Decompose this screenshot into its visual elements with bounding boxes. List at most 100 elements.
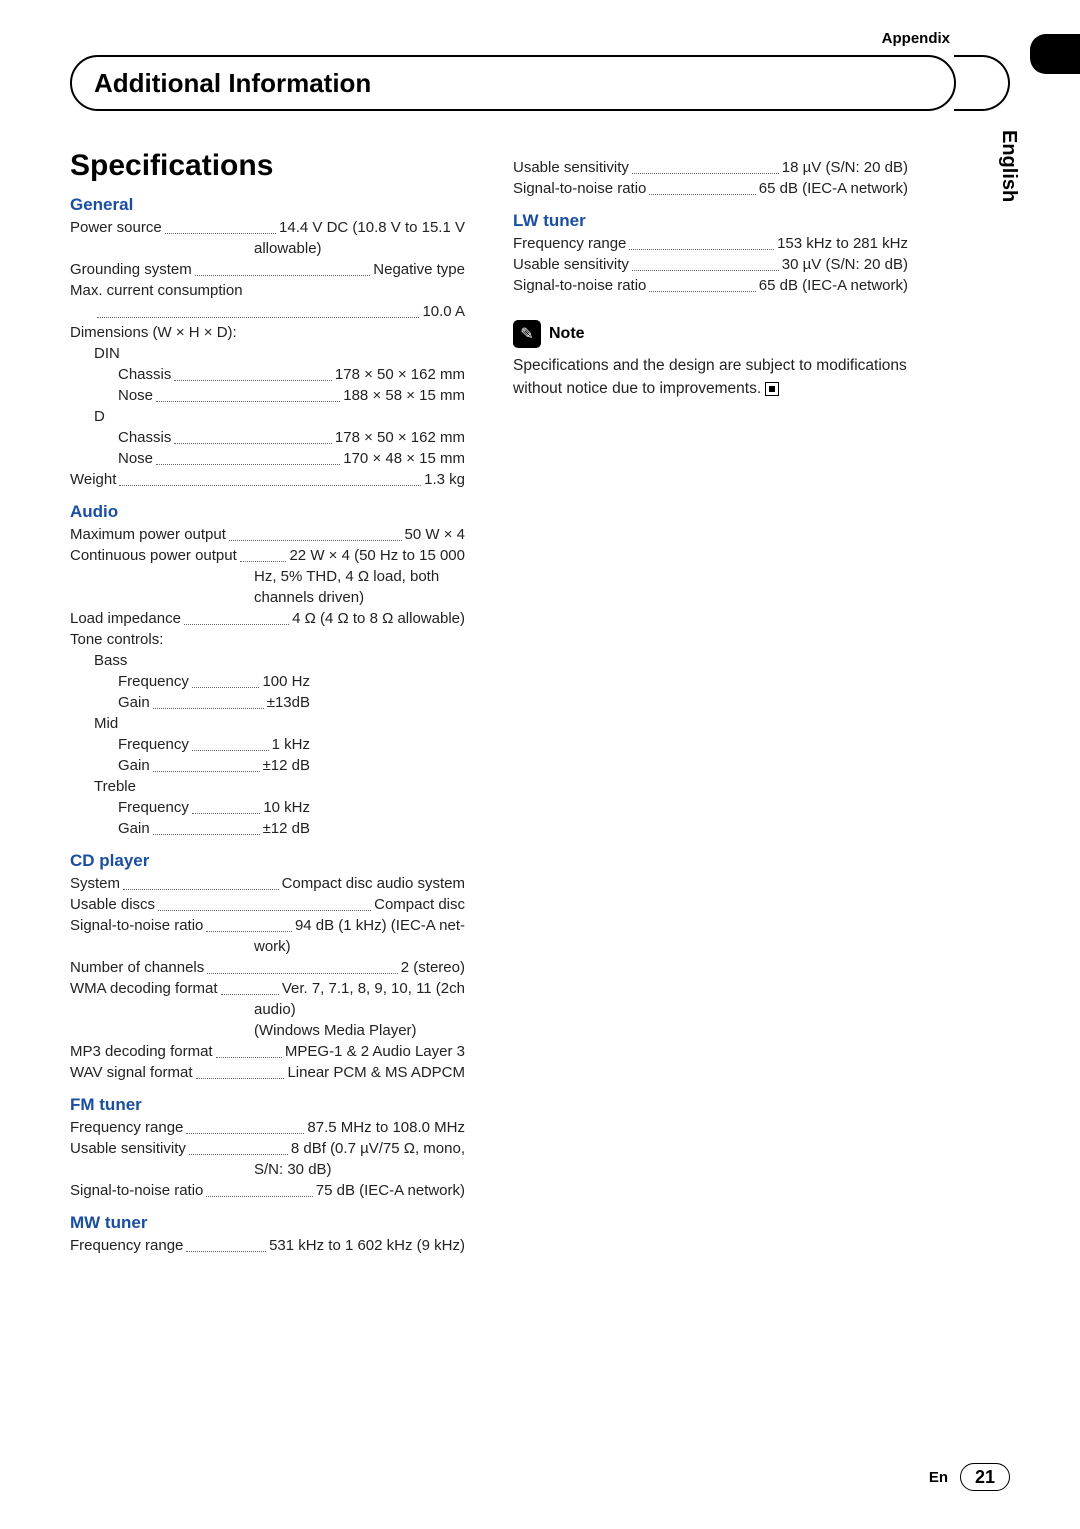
- spec-row: Power source14.4 V DC (10.8 V to 15.1 V: [70, 217, 465, 238]
- spec-value: Linear PCM & MS ADPCM: [287, 1062, 465, 1083]
- footer: En 21: [929, 1463, 1010, 1491]
- spec-label: Number of channels: [70, 957, 204, 978]
- spec-label: Signal-to-noise ratio: [513, 275, 646, 296]
- general-heading: General: [70, 195, 465, 215]
- spec-row: Frequency1 kHz: [70, 734, 310, 755]
- spec-row: Maximum power output50 W × 4: [70, 524, 465, 545]
- title-arc: [954, 55, 1010, 111]
- spec-value: 178 × 50 × 162 mm: [335, 427, 465, 448]
- spec-row: Frequency range87.5 MHz to 108.0 MHz: [70, 1117, 465, 1138]
- spec-value: 100 Hz: [262, 671, 310, 692]
- dots: [174, 427, 332, 444]
- dots: [632, 157, 779, 174]
- spec-value: 30 µV (S/N: 20 dB): [782, 254, 908, 275]
- note-header: ✎ Note: [513, 320, 908, 348]
- audio-heading: Audio: [70, 502, 465, 522]
- note-icon: ✎: [513, 320, 541, 348]
- spec-value: 87.5 MHz to 108.0 MHz: [307, 1117, 465, 1138]
- spec-label: Dimensions (W × H × D):: [70, 322, 465, 343]
- end-square-icon: [765, 382, 779, 396]
- note-body: Specifications and the design are subjec…: [513, 357, 907, 397]
- dots: [216, 1041, 282, 1058]
- spec-value: 18 µV (S/N: 20 dB): [782, 157, 908, 178]
- spec-row: WAV signal format Linear PCM & MS ADPCM: [70, 1062, 465, 1083]
- spec-value: 94 dB (1 kHz) (IEC-A net-: [295, 915, 465, 936]
- spec-value: 50 W × 4: [405, 524, 465, 545]
- spec-value: 531 kHz to 1 602 kHz (9 kHz): [269, 1235, 465, 1256]
- dots: [240, 545, 287, 562]
- dots: [196, 1062, 285, 1079]
- dots: [158, 894, 371, 911]
- mw-heading: MW tuner: [70, 1213, 465, 1233]
- lw-heading: LW tuner: [513, 211, 908, 231]
- spec-label: Signal-to-noise ratio: [70, 1180, 203, 1201]
- spec-row: Nose170 × 48 × 15 mm: [70, 448, 465, 469]
- spec-label: Frequency range: [70, 1235, 183, 1256]
- spec-row: Frequency range153 kHz to 281 kHz: [513, 233, 908, 254]
- spec-value: Negative type: [373, 259, 465, 280]
- dots: [123, 873, 279, 890]
- dots: [649, 275, 755, 292]
- spec-value: ±12 dB: [263, 818, 310, 839]
- spec-value: 10.0 A: [422, 301, 465, 322]
- spec-label: Nose: [118, 448, 153, 469]
- dots: [206, 1180, 312, 1197]
- spec-value: 22 W × 4 (50 Hz to 15 000: [289, 545, 465, 566]
- spec-label: Gain: [118, 818, 150, 839]
- spec-value: ±12 dB: [263, 755, 310, 776]
- dots: [153, 755, 260, 772]
- spec-value: 188 × 58 × 15 mm: [343, 385, 465, 406]
- spec-row: Signal-to-noise ratio 75 dB (IEC-A networ…: [70, 1180, 465, 1201]
- spec-label: Tone controls:: [70, 629, 465, 650]
- spec-label: Usable sensitivity: [513, 157, 629, 178]
- right-column: Usable sensitivity 18 µV (S/N: 20 dB) Sig…: [513, 149, 908, 1256]
- spec-value: 153 kHz to 281 kHz: [777, 233, 908, 254]
- spec-row: Signal-to-noise ratio65 dB (IEC-A networ…: [513, 275, 908, 296]
- spec-label: Gain: [118, 755, 150, 776]
- specs-heading: Specifications: [70, 149, 465, 183]
- spec-label: Frequency: [118, 734, 189, 755]
- dots: [156, 385, 340, 402]
- spec-cont: allowable): [70, 238, 465, 259]
- spec-label: Chassis: [118, 427, 171, 448]
- dots: [174, 364, 332, 381]
- spec-cont: (Windows Media Player): [70, 1020, 465, 1041]
- spec-sub: DIN: [70, 343, 465, 364]
- dots: [206, 915, 292, 932]
- spec-value: 1.3 kg: [424, 469, 465, 490]
- spec-value: 10 kHz: [263, 797, 310, 818]
- spec-value: 2 (stereo): [401, 957, 465, 978]
- spec-row: Gain±13dB: [70, 692, 310, 713]
- spec-row: Continuous power output22 W × 4 (50 Hz t…: [70, 545, 465, 566]
- spec-label: Frequency: [118, 671, 189, 692]
- spec-label: Frequency: [118, 797, 189, 818]
- spec-label: WAV signal format: [70, 1062, 193, 1083]
- dots: [207, 957, 398, 974]
- dots: [186, 1235, 266, 1252]
- note-label: Note: [549, 325, 585, 343]
- spec-value: Compact disc audio system: [282, 873, 465, 894]
- spec-label: Max. current consumption: [70, 280, 465, 301]
- spec-sub: D: [70, 406, 465, 427]
- spec-cont: S/N: 30 dB): [70, 1159, 465, 1180]
- dots: [189, 1138, 288, 1155]
- spec-value: 8 dBf (0.7 µV/75 Ω, mono,: [291, 1138, 465, 1159]
- spec-row: Frequency 10 kHz: [70, 797, 310, 818]
- spec-row: 10.0 A: [70, 301, 465, 322]
- spec-label: Gain: [118, 692, 150, 713]
- spec-row: Signal-to-noise ratio94 dB (1 kHz) (IEC-…: [70, 915, 465, 936]
- columns: Specifications General Power source14.4 …: [70, 149, 1010, 1256]
- left-column: Specifications General Power source14.4 …: [70, 149, 465, 1256]
- spec-row: Chassis178 × 50 × 162 mm: [70, 364, 465, 385]
- spec-value: 65 dB (IEC-A network): [759, 178, 908, 199]
- spec-value: 75 dB (IEC-A network): [316, 1180, 465, 1201]
- dots: [119, 469, 421, 486]
- spec-sub: Mid: [70, 713, 465, 734]
- spec-value: 4 Ω (4 Ω to 8 Ω allowable): [292, 608, 465, 629]
- spec-row: Usable sensitivity 18 µV (S/N: 20 dB): [513, 157, 908, 178]
- spec-row: MP3 decoding formatMPEG-1 & 2 Audio Laye…: [70, 1041, 465, 1062]
- spec-value: Compact disc: [374, 894, 465, 915]
- dots: [184, 608, 289, 625]
- dots: [153, 818, 260, 835]
- dots: [229, 524, 402, 541]
